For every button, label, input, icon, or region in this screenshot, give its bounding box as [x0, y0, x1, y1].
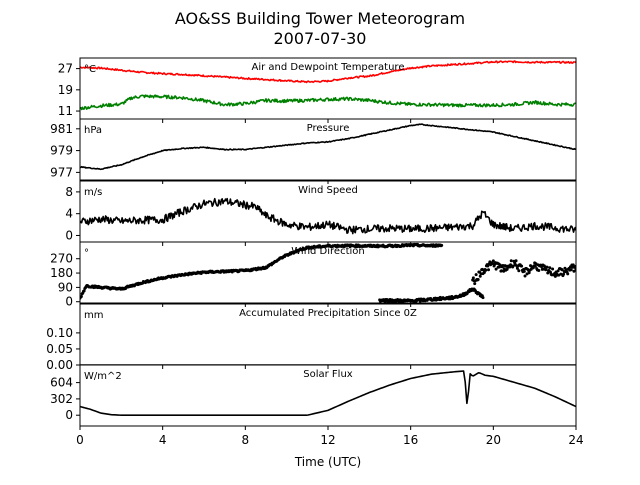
series-point: [82, 289, 86, 293]
series-point: [562, 272, 566, 276]
series-point: [474, 273, 478, 277]
series-point: [486, 264, 490, 268]
series-point: [494, 267, 498, 271]
panel-unit: °C: [84, 64, 96, 75]
series-point: [514, 259, 518, 263]
series-line-0: [80, 370, 576, 417]
panel-5: 0 302 604 W/m^2 Solar Flux: [50, 364, 577, 430]
y-tick-label: 180: [50, 266, 73, 280]
series-point: [481, 296, 485, 300]
y-tick-label: 0: [65, 228, 73, 242]
panel-label: Wind Direction: [291, 246, 365, 257]
series-point: [566, 272, 570, 276]
x-tick-label: 8: [242, 433, 250, 447]
series-line-0: [80, 197, 576, 235]
series-point: [80, 295, 83, 299]
panel-label: Pressure: [307, 123, 350, 134]
series-point: [551, 267, 555, 271]
panel-data: [80, 242, 576, 303]
panel-data: [80, 123, 576, 171]
y-tick-label: 979: [50, 144, 73, 158]
panel-data: [80, 197, 576, 235]
series-line-1: [80, 94, 576, 111]
panel-unit: m/s: [84, 187, 102, 198]
series-point: [569, 268, 573, 272]
series-point: [440, 243, 444, 247]
series-point: [548, 266, 552, 270]
x-axis-label: Time (UTC): [294, 455, 361, 469]
panel-data: [80, 370, 576, 417]
y-tick-label: 8: [65, 185, 73, 199]
series-point: [473, 282, 477, 286]
series-point: [571, 263, 575, 267]
y-tick-label: 0.10: [46, 326, 73, 340]
series-point: [522, 269, 526, 273]
series-point: [476, 277, 480, 281]
series-point: [515, 266, 519, 270]
chart-title: AO&SS Building Tower Meteorogram: [175, 9, 465, 28]
x-tick-label: 12: [320, 433, 335, 447]
series-point: [478, 274, 482, 278]
series-point: [533, 264, 537, 268]
series-point: [527, 271, 531, 275]
panel-unit: °: [84, 248, 89, 259]
y-tick-label: 19: [58, 83, 73, 97]
x-tick-label: 20: [486, 433, 501, 447]
panel-label: Wind Speed: [298, 185, 358, 196]
x-tick-label: 4: [159, 433, 167, 447]
y-tick-label: 11: [58, 104, 73, 118]
chart-subtitle: 2007-07-30: [274, 29, 367, 48]
x-tick-label: 16: [403, 433, 418, 447]
panel-0: 11 19 27 °C Air and Dewpoint Temperature: [58, 57, 577, 123]
series-point: [482, 271, 486, 275]
panel-unit: W/m^2: [84, 371, 122, 382]
series-point: [560, 268, 564, 272]
panel-unit: mm: [84, 310, 103, 321]
y-tick-label: 270: [50, 252, 73, 266]
series-point: [545, 265, 549, 269]
y-tick-label: 90: [58, 280, 73, 294]
series-point: [537, 269, 541, 272]
series-point: [487, 268, 491, 272]
panel-4: 0.00 0.05 0.10 mm Accumulated Precipitation …: [46, 303, 577, 372]
y-tick-label: 0.00: [46, 358, 73, 372]
series-point: [484, 268, 488, 272]
series-line-0: [80, 123, 576, 171]
series-point: [471, 276, 475, 280]
x-tick-label: 0: [76, 433, 84, 447]
y-tick-label: 981: [50, 122, 73, 136]
y-tick-label: 302: [50, 392, 73, 406]
y-tick-label: 977: [50, 165, 73, 179]
panel-label: Solar Flux: [303, 369, 353, 380]
y-tick-label: 604: [50, 376, 73, 390]
panel-label: Accumulated Precipitation Since 0Z: [239, 308, 417, 319]
y-tick-label: 27: [58, 62, 73, 76]
series-point: [572, 269, 576, 273]
y-tick-label: 0: [65, 295, 73, 309]
series-point: [523, 274, 527, 278]
series-point: [544, 268, 548, 272]
panel-label: Air and Dewpoint Temperature: [252, 62, 405, 73]
series-point: [573, 264, 576, 268]
y-tick-label: 0: [65, 408, 73, 422]
series-point: [491, 259, 495, 263]
y-tick-label: 0.05: [46, 342, 73, 356]
series-point: [509, 259, 513, 263]
series-point: [498, 263, 502, 267]
series-point: [546, 271, 550, 275]
series-point: [556, 269, 560, 273]
panel-1: 977 979 981 hPa Pressure: [50, 118, 577, 184]
series-line-0: [80, 60, 576, 84]
panel-data: [80, 60, 576, 111]
y-tick-label: 4: [65, 207, 73, 221]
x-tick-label: 24: [568, 433, 583, 447]
panel-unit: hPa: [84, 125, 102, 136]
panel-2: 0 4 8 m/s Wind Speed: [65, 180, 577, 246]
series-point: [517, 269, 521, 273]
series-point: [520, 264, 524, 268]
